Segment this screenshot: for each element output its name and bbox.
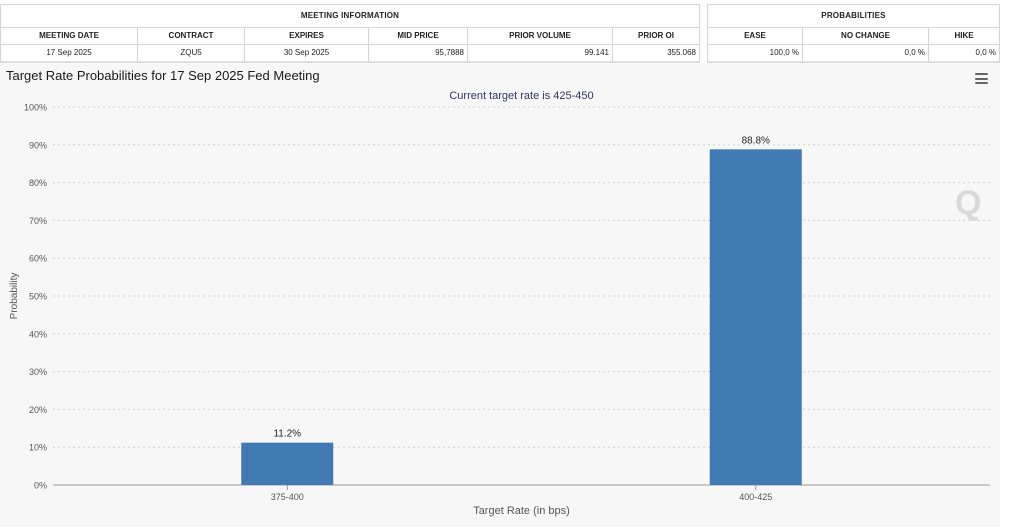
value-meeting-date: 17 Sep 2025 — [1, 45, 138, 61]
header-mid-price: MID PRICE — [369, 28, 468, 44]
value-prior-oi: 355.068 — [667, 48, 696, 57]
header-no-change: NO CHANGE — [803, 28, 929, 44]
header-ease: EASE — [708, 28, 803, 44]
data-label: 11.2% — [273, 429, 301, 440]
data-label: 88.8% — [742, 135, 770, 146]
chart-panel: Current target rate is 425-450 0% 10% 20% 30… — [0, 64, 1000, 527]
probabilities-title: PROBABILITIES — [708, 5, 999, 28]
x-tick-label: 400-425 — [739, 492, 772, 502]
y-tick-label: 10% — [29, 443, 47, 453]
header-contract: CONTRACT — [138, 28, 245, 44]
value-ease: 100,0 % — [708, 45, 803, 61]
y-tick-label: 90% — [29, 140, 47, 150]
y-tick-label: 60% — [29, 254, 47, 264]
probability-bar-chart: Current target rate is 425-450 0% 10% 20% 30… — [9, 90, 990, 517]
probabilities-table: PROBABILITIES EASE NO CHANGE HIKE 100,0 … — [707, 4, 1000, 63]
probabilities-header-row: EASE NO CHANGE HIKE — [708, 28, 999, 45]
header-prior-volume: PRIOR VOLUME — [468, 28, 613, 44]
value-expires: 30 Sep 2025 — [245, 45, 369, 61]
value-contract: ZQU5 — [138, 45, 245, 61]
y-axis-title: Probability — [9, 273, 20, 320]
x-tick-label: 375-400 — [271, 492, 304, 502]
y-tick-label: 30% — [29, 367, 47, 377]
header-prior-oi: PRIOR OI — [637, 31, 674, 40]
header-meeting-date: MEETING DATE — [1, 28, 138, 44]
chart-subtitle: Current target rate is 425-450 — [449, 90, 593, 102]
y-tick-label: 20% — [29, 405, 47, 415]
value-hike: 0,0 % — [975, 48, 996, 57]
header-expires: EXPIRES — [245, 28, 369, 44]
meeting-information-table: MEETING INFORMATION MEETING DATE CONTRAC… — [0, 4, 700, 63]
watermark-logo: Q — [955, 184, 982, 222]
value-prior-volume: 99.141 — [468, 45, 613, 61]
value-no-change: 0,0 % — [803, 45, 929, 61]
bar-400-425 — [709, 149, 802, 485]
meeting-values-row: 17 Sep 2025 ZQU5 30 Sep 2025 95,7888 99.… — [1, 45, 699, 62]
x-axis-title: Target Rate (in bps) — [473, 505, 570, 517]
y-tick-label: 70% — [29, 216, 47, 226]
probabilities-values-row: 100,0 % 0,0 % 0,0 % — [708, 45, 999, 62]
header-hike: HIKE — [954, 31, 974, 40]
meeting-header-row: MEETING DATE CONTRACT EXPIRES MID PRICE … — [1, 28, 699, 45]
y-tick-label: 50% — [29, 292, 47, 302]
chart-menu-icon[interactable] — [975, 73, 988, 84]
meeting-information-title: MEETING INFORMATION — [1, 5, 699, 28]
y-tick-label: 80% — [29, 178, 47, 188]
value-mid-price: 95,7888 — [369, 45, 468, 61]
y-tick-label: 100% — [24, 103, 47, 113]
y-tick-label: 0% — [34, 481, 47, 491]
y-tick-label: 40% — [29, 329, 47, 339]
bar-375-400 — [241, 442, 334, 485]
chart-title: Target Rate Probabilities for 17 Sep 202… — [6, 68, 320, 83]
